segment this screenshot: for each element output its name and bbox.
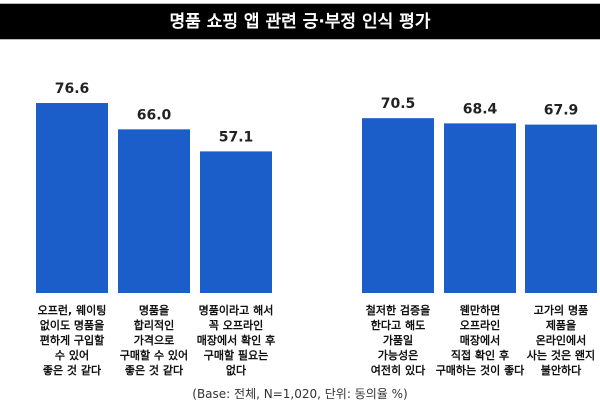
category-label-line: 여전히 있다 xyxy=(370,364,426,377)
category-label-line: 매장에서 확인 후 xyxy=(196,334,276,347)
category-label-line: 고가의 명품 xyxy=(533,304,589,317)
category-label-line: 오프런, 웨이팅 xyxy=(37,304,107,317)
bar xyxy=(444,123,516,293)
data-label: 66.0 xyxy=(137,107,172,123)
category-label-line: 사는 것은 왠지 xyxy=(526,349,596,362)
category-label-line: 없이도 명품을 xyxy=(39,319,105,332)
bar xyxy=(362,118,434,293)
data-label: 70.5 xyxy=(381,96,416,112)
category-label-line: 가품일 xyxy=(382,334,414,347)
data-label: 67.9 xyxy=(544,103,579,119)
category-label-line: 웬만하면 xyxy=(459,304,501,317)
category-label-line: 합리적인 xyxy=(133,319,175,332)
bar xyxy=(200,151,272,293)
category-label-line: 가격으로 xyxy=(133,334,175,347)
category-label-line: 꼭 오프라인 xyxy=(208,319,264,332)
category-label-line: 편하게 구입할 xyxy=(39,334,105,347)
category-label-line: 가능성은 xyxy=(377,349,419,362)
category-label-line: 오프라인 xyxy=(459,319,501,332)
bar xyxy=(118,129,190,293)
category-label-line: 구매할 필요는 xyxy=(203,349,269,362)
category-label-line: 직접 확인 후 xyxy=(450,349,510,362)
bar-chart: 76.6 66.0 57.1 70.5 68.4 67.9 xyxy=(36,81,597,293)
category-label-line: 명품을 xyxy=(138,304,170,317)
category-label-line: 매장에서 xyxy=(459,334,501,347)
category-label-line: 제품을 xyxy=(545,319,577,332)
chart-title: 명품 쇼핑 앱 관련 긍·부정 인식 평가 xyxy=(0,3,600,40)
data-label: 57.1 xyxy=(219,129,254,145)
category-label-line: 온라인에서 xyxy=(535,334,587,347)
category-label-line: 명품이라고 해서 xyxy=(198,304,274,317)
data-label: 76.6 xyxy=(55,81,90,97)
category-label-line: 불안하다 xyxy=(540,364,582,377)
category-label-line: 없다 xyxy=(225,364,247,377)
category-label-line: 좋은 것 같다 xyxy=(42,364,102,377)
category-label-line: 좋은 것 같다 xyxy=(124,364,184,377)
data-label: 68.4 xyxy=(463,101,498,117)
category-label-line: 한다고 해도 xyxy=(370,319,426,332)
category-label-line: 구매할 수 있어 xyxy=(119,349,189,362)
bar xyxy=(525,124,597,293)
chart-note: (Base: 전체, N=1,020, 단위: 동의율 %) xyxy=(192,387,408,401)
category-label-line: 철저한 검증을 xyxy=(365,304,431,317)
category-label-line: 구매하는 것이 좋다 xyxy=(435,364,525,377)
bar xyxy=(36,103,108,293)
category-label-line: 수 있어 xyxy=(54,349,90,362)
